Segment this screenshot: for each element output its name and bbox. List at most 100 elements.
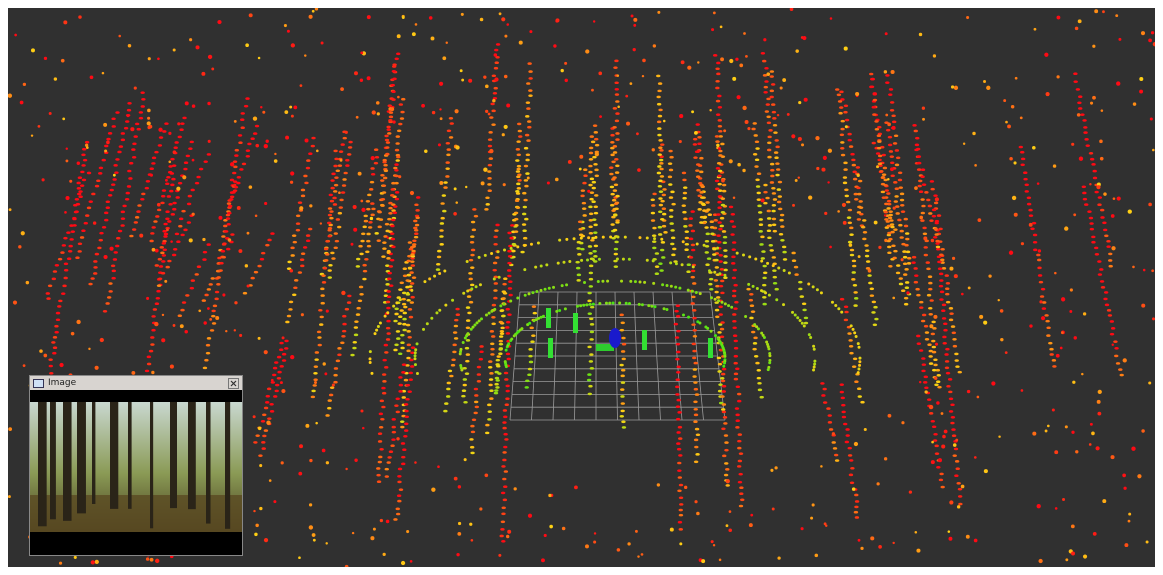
point	[737, 459, 743, 463]
point	[612, 228, 618, 232]
point	[295, 228, 301, 232]
point	[196, 265, 202, 269]
point	[578, 167, 582, 171]
point	[479, 17, 484, 22]
point	[86, 171, 92, 175]
point	[65, 195, 70, 201]
trunk	[188, 402, 196, 510]
point	[394, 168, 399, 172]
point	[677, 520, 683, 524]
point	[718, 129, 723, 133]
point	[128, 161, 134, 165]
point	[445, 167, 450, 170]
point	[399, 281, 404, 285]
point	[329, 216, 334, 220]
point	[717, 124, 723, 128]
point	[348, 140, 353, 144]
point	[424, 149, 428, 153]
point	[291, 234, 297, 237]
point	[437, 249, 442, 253]
point	[505, 332, 511, 335]
point	[500, 491, 506, 495]
point	[146, 121, 151, 126]
point	[588, 212, 594, 216]
point	[111, 183, 116, 186]
point	[170, 183, 175, 187]
point	[713, 334, 717, 338]
point	[255, 143, 260, 148]
point	[902, 262, 908, 266]
point	[516, 296, 520, 300]
point	[524, 386, 529, 389]
point	[564, 61, 568, 65]
point	[94, 365, 99, 370]
point	[1089, 422, 1093, 426]
point	[933, 194, 938, 197]
point	[578, 233, 584, 237]
point	[366, 239, 371, 243]
point	[462, 383, 467, 387]
point	[216, 282, 221, 286]
point	[845, 428, 850, 431]
point	[492, 98, 496, 103]
point	[921, 369, 926, 373]
point	[718, 383, 723, 386]
image-window[interactable]: Image	[29, 375, 243, 556]
point	[385, 338, 391, 341]
point	[1045, 319, 1050, 323]
point	[155, 296, 161, 300]
point	[901, 421, 905, 425]
point	[1118, 37, 1122, 41]
point	[591, 88, 594, 92]
point	[588, 285, 594, 288]
point	[895, 156, 901, 160]
point	[383, 343, 389, 347]
point	[837, 210, 840, 213]
point	[731, 262, 736, 265]
point	[936, 214, 942, 217]
point	[921, 106, 926, 110]
point	[757, 381, 762, 385]
point	[48, 358, 53, 361]
point	[494, 376, 500, 380]
point	[1127, 209, 1132, 214]
point	[742, 253, 746, 257]
point	[932, 327, 937, 330]
point	[934, 444, 939, 448]
point	[846, 216, 852, 219]
point	[950, 421, 955, 425]
point	[120, 138, 126, 142]
point	[105, 302, 110, 305]
point	[881, 153, 886, 157]
point	[839, 383, 844, 386]
point	[334, 157, 339, 161]
point	[716, 213, 721, 216]
point	[706, 257, 712, 260]
point	[883, 70, 888, 74]
point	[401, 389, 407, 393]
point	[355, 265, 361, 268]
point	[317, 336, 322, 339]
point	[756, 198, 762, 201]
point	[908, 490, 913, 494]
point	[586, 378, 592, 382]
point	[756, 191, 761, 195]
point	[63, 276, 68, 280]
point	[270, 232, 275, 235]
point	[837, 100, 843, 103]
point	[677, 476, 683, 479]
point	[161, 313, 165, 317]
point	[345, 158, 350, 162]
point	[1094, 190, 1099, 194]
point	[381, 386, 386, 390]
point	[1103, 192, 1107, 196]
point	[771, 192, 777, 195]
point	[712, 253, 717, 256]
point	[831, 441, 836, 444]
point	[128, 177, 133, 180]
point	[68, 244, 73, 248]
point	[394, 191, 400, 194]
close-button[interactable]	[228, 377, 239, 389]
point	[167, 259, 172, 263]
point	[390, 188, 395, 191]
